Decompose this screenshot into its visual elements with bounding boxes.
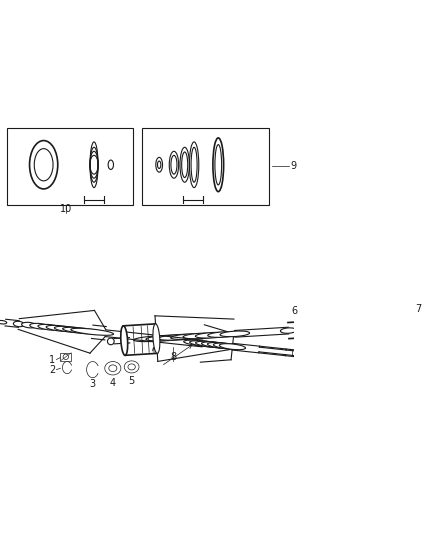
Ellipse shape — [407, 321, 418, 325]
Bar — [142, 128, 268, 205]
Ellipse shape — [191, 147, 197, 182]
Ellipse shape — [219, 344, 246, 350]
Text: 3: 3 — [90, 379, 96, 389]
Ellipse shape — [146, 335, 189, 341]
Ellipse shape — [34, 149, 53, 181]
Ellipse shape — [46, 325, 75, 332]
Ellipse shape — [195, 333, 230, 338]
Ellipse shape — [0, 320, 7, 324]
Bar — [7, 128, 133, 205]
Ellipse shape — [29, 141, 58, 189]
Ellipse shape — [213, 138, 224, 192]
Ellipse shape — [339, 324, 376, 329]
Ellipse shape — [190, 341, 225, 348]
Ellipse shape — [158, 334, 199, 340]
Ellipse shape — [54, 326, 88, 333]
Ellipse shape — [280, 328, 297, 333]
Ellipse shape — [304, 326, 333, 332]
Ellipse shape — [184, 340, 221, 347]
Ellipse shape — [182, 152, 188, 177]
Ellipse shape — [208, 343, 237, 349]
Ellipse shape — [344, 324, 371, 329]
Ellipse shape — [215, 144, 222, 185]
Ellipse shape — [330, 324, 365, 330]
Bar — [60, 353, 71, 361]
Ellipse shape — [156, 157, 162, 172]
Ellipse shape — [201, 342, 233, 348]
Ellipse shape — [21, 322, 37, 328]
Ellipse shape — [169, 151, 179, 178]
Text: 6: 6 — [291, 306, 297, 316]
Ellipse shape — [180, 147, 189, 182]
Ellipse shape — [171, 334, 209, 340]
Text: 1: 1 — [49, 354, 55, 365]
Text: 4: 4 — [110, 378, 116, 389]
Circle shape — [107, 338, 114, 345]
Ellipse shape — [134, 336, 179, 342]
Text: 9: 9 — [291, 161, 297, 172]
Text: 7: 7 — [415, 304, 421, 314]
Ellipse shape — [128, 364, 135, 370]
Ellipse shape — [38, 325, 63, 330]
Ellipse shape — [14, 321, 24, 327]
Ellipse shape — [63, 327, 101, 334]
Text: 5: 5 — [128, 376, 135, 386]
Text: 8: 8 — [170, 352, 177, 362]
Text: 2: 2 — [49, 365, 55, 375]
Ellipse shape — [208, 332, 240, 337]
Ellipse shape — [196, 341, 229, 348]
Ellipse shape — [158, 161, 161, 168]
Ellipse shape — [321, 325, 354, 330]
Ellipse shape — [109, 365, 117, 372]
Ellipse shape — [105, 361, 121, 375]
Ellipse shape — [295, 327, 322, 332]
Ellipse shape — [71, 328, 113, 335]
Ellipse shape — [213, 343, 241, 349]
Ellipse shape — [171, 155, 177, 174]
Ellipse shape — [153, 324, 160, 353]
Text: 10: 10 — [60, 205, 73, 214]
Ellipse shape — [30, 324, 49, 329]
Ellipse shape — [183, 333, 219, 339]
Ellipse shape — [313, 325, 344, 331]
Ellipse shape — [124, 361, 139, 373]
Circle shape — [63, 354, 68, 360]
Ellipse shape — [220, 331, 250, 337]
Ellipse shape — [300, 327, 317, 332]
Ellipse shape — [121, 326, 128, 356]
Ellipse shape — [189, 142, 199, 188]
